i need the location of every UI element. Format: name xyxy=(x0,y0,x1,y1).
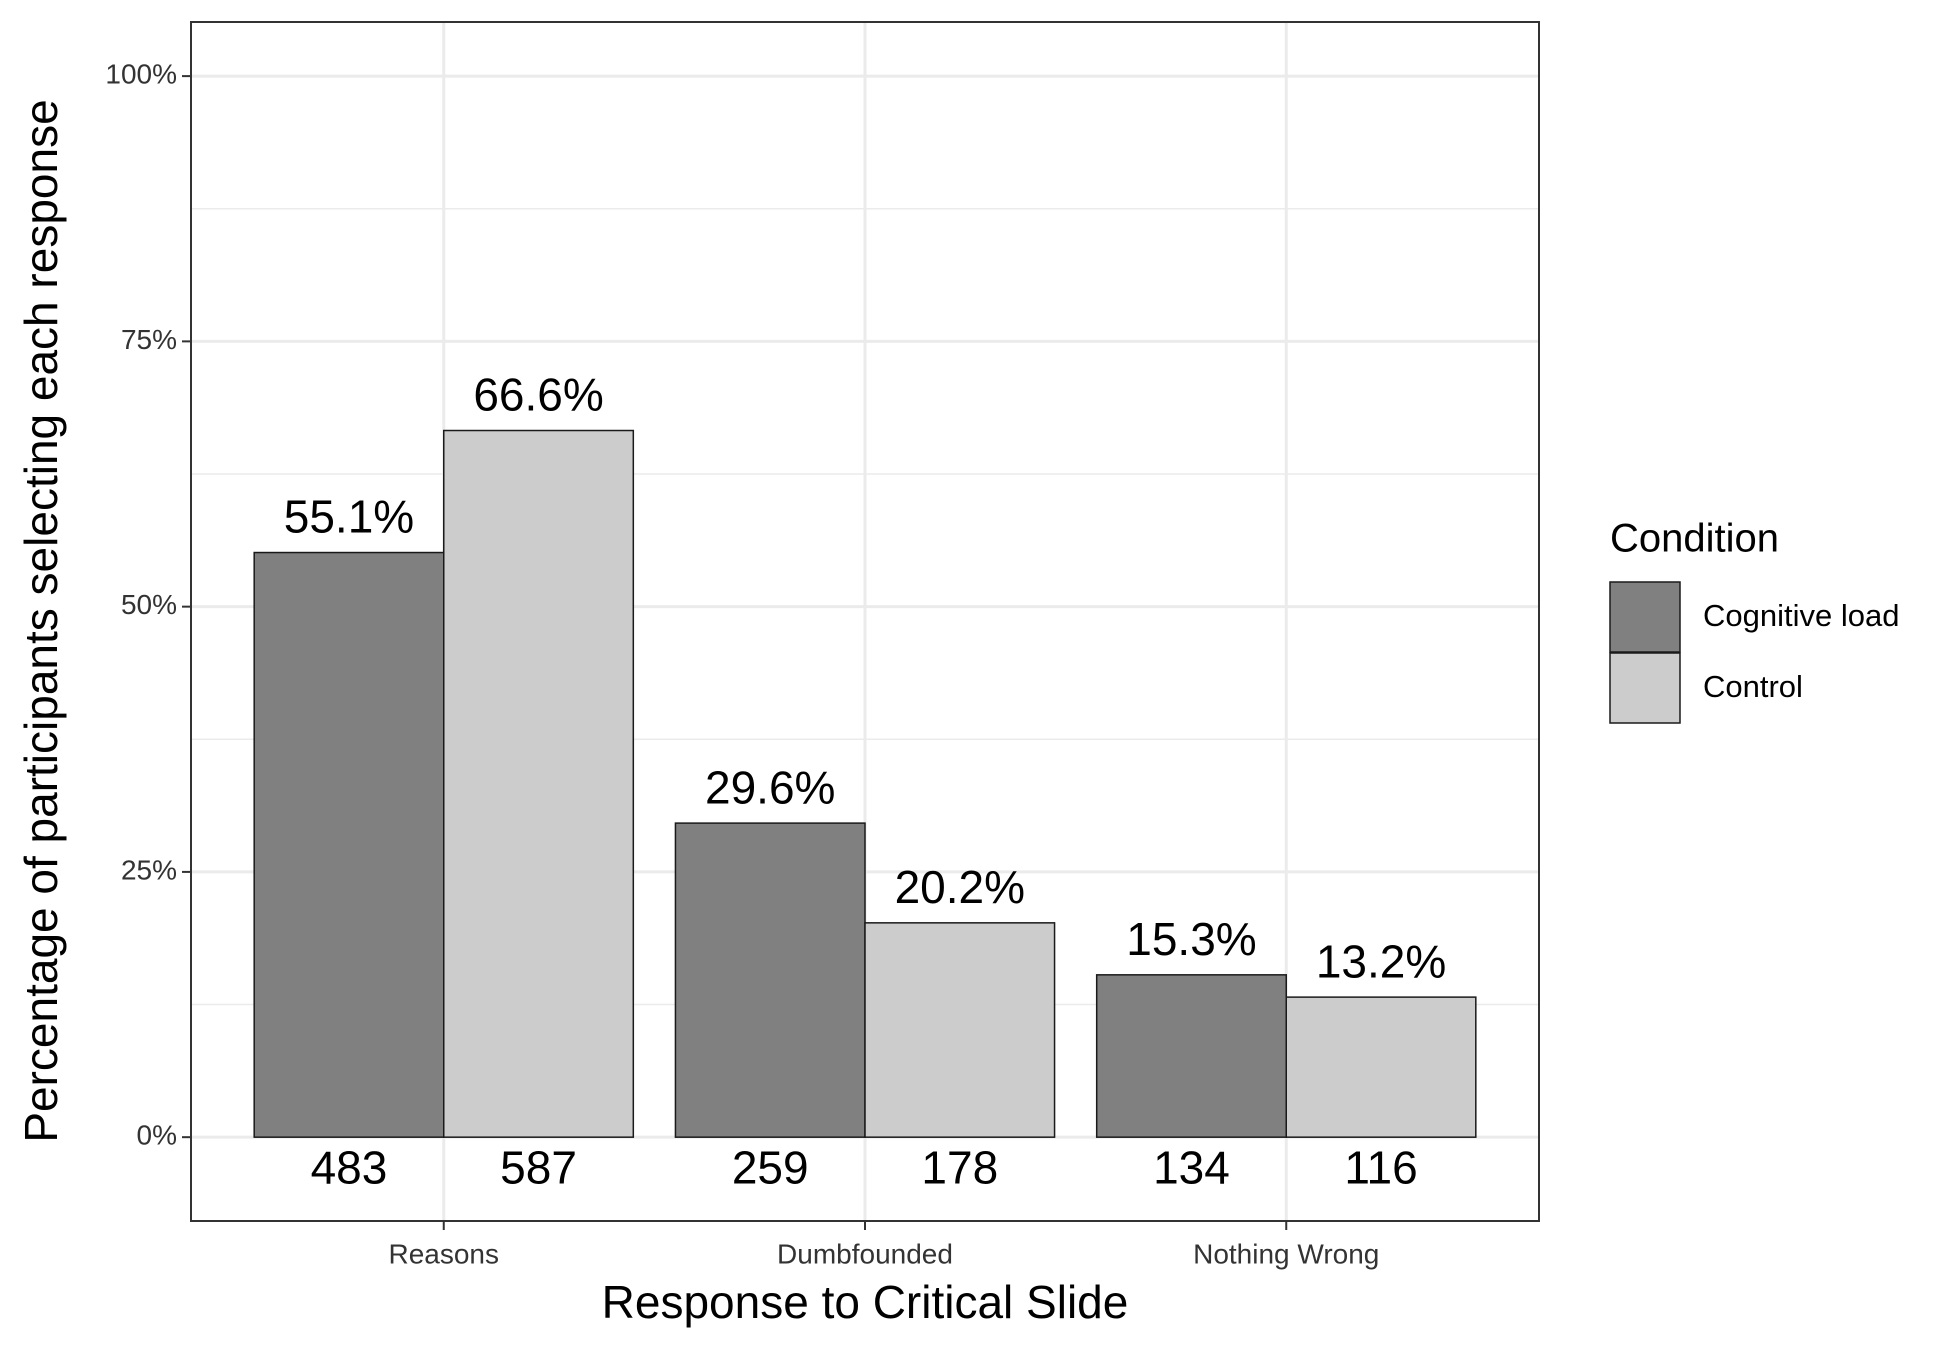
bar xyxy=(253,551,445,1138)
x-tick-label: Reasons xyxy=(388,1238,499,1269)
value-label: 55.1% xyxy=(284,491,414,543)
count-label: 259 xyxy=(732,1141,809,1193)
value-label: 20.2% xyxy=(895,861,1025,913)
value-label: 15.3% xyxy=(1126,913,1256,965)
legend-label: Cognitive load xyxy=(1703,598,1899,633)
count-label: 587 xyxy=(500,1141,577,1193)
value-label: 13.2% xyxy=(1316,935,1446,987)
legend-label: Control xyxy=(1703,669,1803,704)
bar xyxy=(864,922,1056,1138)
panel-border xyxy=(190,21,1540,1222)
count-label: 134 xyxy=(1153,1141,1230,1193)
y-tick-label: 75% xyxy=(121,324,177,355)
x-axis-title: Response to Critical Slide xyxy=(602,1276,1129,1328)
legend-key xyxy=(1609,581,1681,653)
count-label: 483 xyxy=(311,1141,388,1193)
bar xyxy=(1095,974,1287,1138)
bar xyxy=(674,822,866,1138)
legend-title: Condition xyxy=(1610,517,1779,561)
x-tick-label: Nothing Wrong xyxy=(1193,1238,1379,1269)
bar xyxy=(1285,996,1477,1138)
value-label: 66.6% xyxy=(473,369,603,421)
x-tick-label: Dumbfounded xyxy=(777,1238,953,1269)
y-tick-label: 0% xyxy=(137,1120,177,1151)
count-label: 116 xyxy=(1344,1141,1417,1193)
y-tick-label: 50% xyxy=(121,589,177,620)
count-label: 178 xyxy=(921,1141,998,1193)
y-tick-label: 25% xyxy=(121,854,177,885)
y-tick-label: 100% xyxy=(105,59,177,90)
legend-key xyxy=(1609,652,1681,724)
bar xyxy=(443,429,635,1138)
value-label: 29.6% xyxy=(705,761,835,813)
y-axis-title: Percentage of participants selecting eac… xyxy=(15,99,67,1142)
